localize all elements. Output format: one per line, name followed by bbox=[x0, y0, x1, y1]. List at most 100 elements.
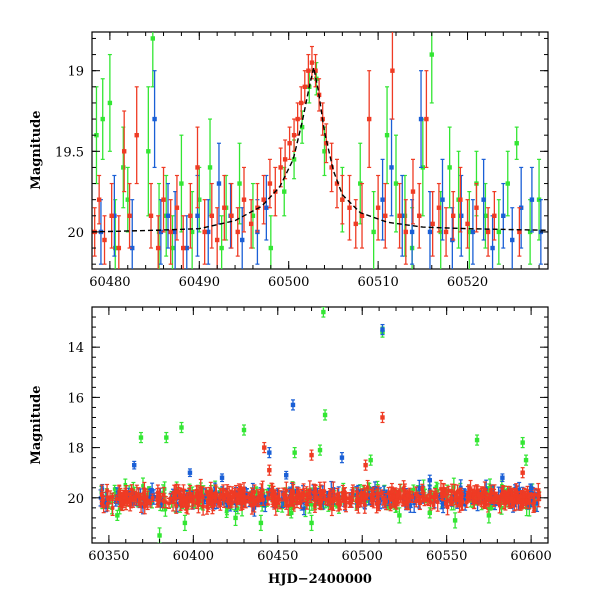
top-red-point-marker bbox=[127, 214, 131, 218]
bottom-red-band-point-marker bbox=[444, 502, 448, 506]
top-red-point bbox=[303, 71, 307, 103]
top-red-point-marker bbox=[268, 181, 272, 185]
top-red-point-marker bbox=[97, 197, 101, 201]
top-red-point-marker bbox=[360, 214, 364, 218]
top-red-point-marker bbox=[417, 214, 421, 218]
bottom-red-band-point-marker bbox=[314, 487, 318, 491]
top-red-point-marker bbox=[161, 197, 165, 201]
bottom-red-band-point-marker bbox=[351, 489, 355, 493]
top-blue-point bbox=[428, 192, 432, 273]
top-green-point-marker bbox=[101, 117, 105, 121]
top-red-point-marker bbox=[411, 189, 415, 193]
top-blue-point-marker bbox=[380, 197, 384, 201]
top-red-point-marker bbox=[181, 246, 185, 250]
top-red-point-marker bbox=[376, 206, 380, 210]
top-red-point bbox=[117, 216, 121, 280]
top-x-tick-label: 60480 bbox=[89, 275, 130, 290]
top-red-point bbox=[417, 184, 421, 248]
top-green-point bbox=[101, 79, 105, 160]
top-red-point-marker bbox=[347, 206, 351, 210]
top-green-point-marker bbox=[385, 133, 389, 137]
top-green-point bbox=[269, 216, 273, 280]
bottom-red-band-point-marker bbox=[130, 488, 134, 492]
top-green-point-marker bbox=[447, 165, 451, 169]
bottom-red-band-point-marker bbox=[307, 492, 311, 496]
top-red-point-marker bbox=[202, 230, 206, 234]
top-red-point bbox=[287, 127, 291, 159]
top-blue-point-marker bbox=[428, 230, 432, 234]
top-green-point-marker bbox=[371, 230, 375, 234]
top-blue-point-marker bbox=[419, 117, 423, 121]
bottom-green-band-point-marker bbox=[310, 503, 314, 507]
top-red-point-marker bbox=[367, 117, 371, 121]
top-red-point bbox=[202, 200, 206, 264]
top-red-point bbox=[149, 184, 153, 248]
top-blue-point-marker bbox=[440, 197, 444, 201]
top-red-point-marker bbox=[458, 197, 462, 201]
top-red-point-marker bbox=[299, 101, 303, 105]
top-red-point-marker bbox=[210, 214, 214, 218]
top-blue-point-marker bbox=[510, 238, 514, 242]
top-green-point bbox=[447, 127, 451, 208]
top-blue-point-marker bbox=[490, 246, 494, 250]
top-red-point-marker bbox=[303, 85, 307, 89]
top-red-point-marker bbox=[175, 206, 179, 210]
top-blue-point bbox=[501, 184, 505, 248]
top-red-point-marker bbox=[195, 165, 199, 169]
top-red-point bbox=[430, 192, 434, 256]
top-green-point-marker bbox=[108, 101, 112, 105]
top-green-point-marker bbox=[282, 189, 286, 193]
top-y-tick-label: 19.5 bbox=[55, 145, 84, 160]
top-green-point bbox=[371, 192, 375, 273]
top-red-point bbox=[340, 175, 344, 223]
top-red-point-marker bbox=[474, 206, 478, 210]
bottom-red-band-point-marker bbox=[205, 490, 209, 494]
top-red-point-marker bbox=[278, 165, 282, 169]
top-x-tick-label: 60500 bbox=[268, 275, 309, 290]
top-red-point bbox=[376, 175, 380, 239]
top-blue-point-marker bbox=[166, 214, 170, 218]
bottom-red-band-point-marker bbox=[528, 500, 532, 504]
top-x-tick-label: 60520 bbox=[447, 275, 488, 290]
bottom-red-band-point-marker bbox=[174, 504, 178, 508]
top-red-point bbox=[474, 184, 478, 232]
top-blue-point bbox=[510, 208, 514, 272]
top-red-point-marker bbox=[215, 238, 219, 242]
bottom-red-band-point-marker bbox=[144, 495, 148, 499]
bottom-red-band-point-marker bbox=[363, 503, 367, 507]
top-green-point-marker bbox=[394, 181, 398, 185]
bottom-red-band-point-marker bbox=[390, 489, 394, 493]
bottom-red-band-point-marker bbox=[389, 506, 393, 510]
top-red-point bbox=[295, 103, 299, 135]
top-green-point-marker bbox=[237, 181, 241, 185]
top-y-tick-label: 19 bbox=[67, 65, 84, 80]
top-red-point bbox=[367, 71, 371, 168]
top-red-point bbox=[268, 159, 272, 207]
top-blue-point-marker bbox=[530, 197, 534, 201]
top-red-point-marker bbox=[465, 222, 469, 226]
top-red-point-marker bbox=[430, 222, 434, 226]
top-red-point-marker bbox=[261, 197, 265, 201]
top-red-point-marker bbox=[404, 230, 408, 234]
top-red-point-marker bbox=[390, 68, 394, 72]
top-red-point-marker bbox=[492, 214, 496, 218]
top-green-point bbox=[497, 200, 501, 264]
top-red-point-marker bbox=[292, 133, 296, 137]
top-blue-point-marker bbox=[240, 238, 244, 242]
top-red-point-marker bbox=[283, 157, 287, 161]
bottom-red-band-point-marker bbox=[222, 497, 226, 501]
top-red-point bbox=[102, 216, 106, 264]
top-red-point bbox=[261, 175, 265, 223]
top-red-point bbox=[135, 87, 139, 184]
top-red-point-marker bbox=[397, 214, 401, 218]
top-red-point bbox=[444, 208, 448, 256]
top-green-point bbox=[146, 87, 150, 216]
top-green-point-marker bbox=[515, 141, 519, 145]
top-red-point-marker bbox=[229, 214, 233, 218]
top-red-point-marker bbox=[222, 206, 226, 210]
top-blue-point-marker bbox=[471, 230, 475, 234]
